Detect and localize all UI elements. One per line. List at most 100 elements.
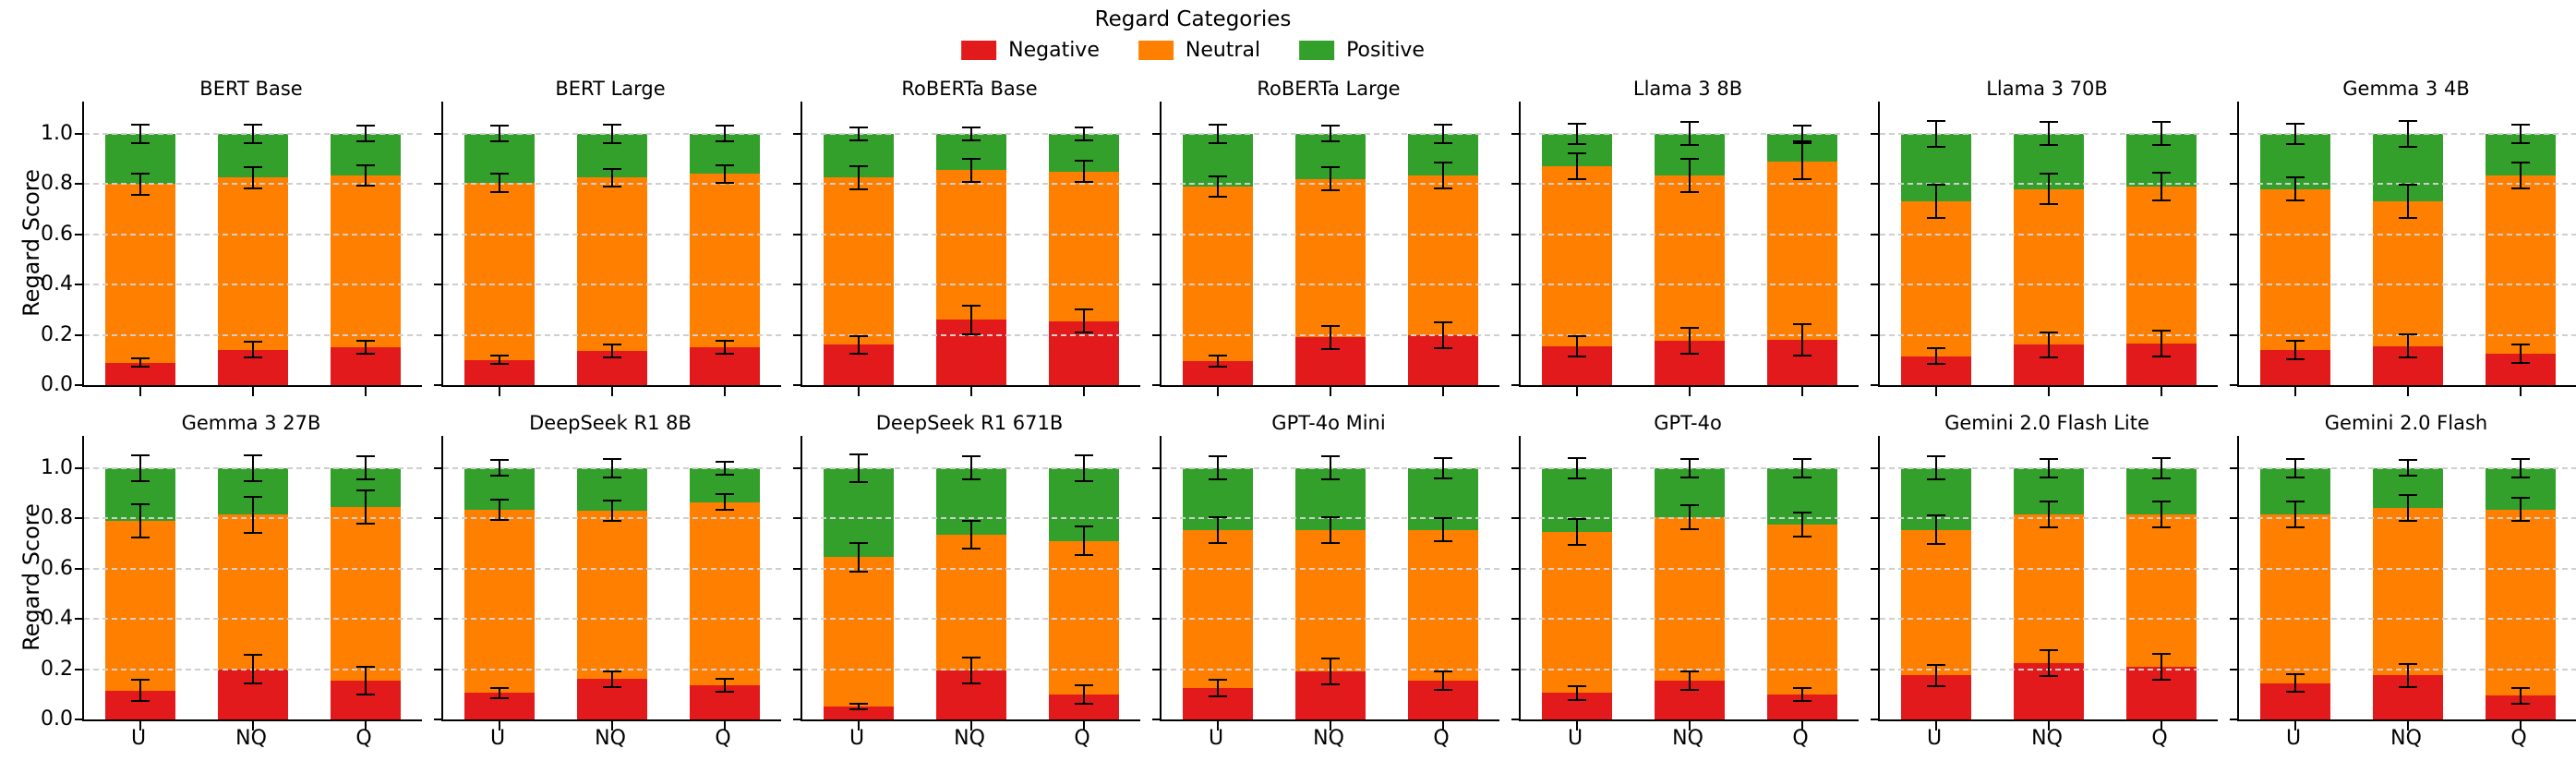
y-tick xyxy=(2230,466,2239,469)
x-tick xyxy=(1083,721,1085,731)
error-bar-stem xyxy=(2160,121,2163,147)
bar-segment-neutral xyxy=(105,184,175,363)
plot-area: 0.0 0.2 0.4 0.6 0.8 1.0 xyxy=(41,436,422,731)
x-tick-label: Q xyxy=(1074,727,1090,750)
y-tick-label: 0.0 xyxy=(41,707,73,731)
error-bar-stem xyxy=(1216,455,1220,481)
error-bar-stem xyxy=(1688,504,1691,530)
error-bar-stem xyxy=(610,123,614,144)
x-tick-label: NQ xyxy=(595,727,626,750)
y-tick xyxy=(75,183,84,186)
error-bar-stem xyxy=(2293,672,2297,694)
error-bar xyxy=(1321,455,1340,481)
error-bar xyxy=(1927,119,1945,148)
error-bar-stem xyxy=(723,163,727,185)
legend-label-neutral: Neutral xyxy=(1185,39,1261,62)
subplot-title: DeepSeek R1 671B xyxy=(875,412,1064,434)
y-tick xyxy=(1511,668,1521,670)
gridline xyxy=(1162,233,1499,236)
y-tick-label: 0.8 xyxy=(41,172,73,196)
error-bar-stem xyxy=(1800,686,1804,702)
error-bar-stem xyxy=(1082,126,1086,142)
y-tick xyxy=(1152,719,1162,720)
error-bar-stem xyxy=(138,173,142,196)
y-tick xyxy=(2230,284,2239,286)
y-tick xyxy=(793,333,802,336)
y-tick-label: 0.8 xyxy=(41,506,73,530)
x-tick xyxy=(1442,387,1444,396)
y-tick xyxy=(75,668,84,670)
error-bar-stem xyxy=(138,453,142,482)
y-tick xyxy=(2230,567,2239,570)
legend: Negative Neutral Positive xyxy=(961,39,1425,62)
subplot-bert-base: BERT Base 0.0 0.2 0.4 0.6 0.8 1.0 Regard Score xyxy=(18,79,422,396)
x-tick xyxy=(1801,721,1803,731)
error-bar xyxy=(244,453,262,482)
error-bar-stem xyxy=(1216,355,1220,368)
gridline xyxy=(2239,284,2576,286)
neutral-swatch-icon xyxy=(1138,41,1174,60)
y-tick xyxy=(1511,618,1521,621)
x-tick xyxy=(858,721,860,731)
subplot-row-1: BERT Base 0.0 0.2 0.4 0.6 0.8 1.0 Regard Score B… xyxy=(0,78,2576,396)
error-bar xyxy=(1209,679,1227,697)
y-tick xyxy=(1152,183,1162,186)
error-bar-stem xyxy=(1800,323,1804,356)
y-tick xyxy=(2230,719,2239,720)
error-bar xyxy=(131,502,150,539)
error-bar xyxy=(2399,333,2417,359)
error-bar-stem xyxy=(138,679,142,702)
y-tick xyxy=(1511,567,1521,570)
subplot-title: Gemma 3 4B xyxy=(2342,78,2470,100)
y-tick xyxy=(1511,466,1521,469)
error-bar-stem xyxy=(610,499,614,523)
y-tick xyxy=(1152,233,1162,236)
y-tick xyxy=(434,384,443,386)
error-bar xyxy=(962,304,981,335)
error-bar-stem xyxy=(857,542,861,573)
y-tick xyxy=(2230,233,2239,236)
x-tick xyxy=(252,387,254,396)
y-tick xyxy=(434,466,443,469)
error-bar-stem xyxy=(498,459,501,477)
error-bar xyxy=(131,173,150,197)
error-bar-stem xyxy=(251,495,255,534)
error-bar xyxy=(1680,457,1699,478)
error-bar xyxy=(1209,175,1227,199)
y-tick xyxy=(1152,668,1162,670)
error-bar-stem xyxy=(1329,125,1332,143)
error-bar-stem xyxy=(1575,334,1579,358)
y-tick xyxy=(434,233,443,236)
error-bar-stem xyxy=(1441,516,1445,543)
plot-area: 0.0 0.2 0.4 0.6 0.8 1.0 xyxy=(41,102,422,396)
bar-segment-neutral xyxy=(577,177,647,352)
error-bar xyxy=(1075,453,1093,482)
legend-item-neutral: Neutral xyxy=(1138,39,1260,62)
error-bar xyxy=(716,493,734,512)
bar-segment-neutral xyxy=(331,175,401,348)
y-tick xyxy=(1871,233,1880,236)
x-tick xyxy=(611,721,613,731)
error-bar xyxy=(1793,512,1812,538)
x-tick xyxy=(2294,387,2296,396)
error-bar-stem xyxy=(2047,648,2051,677)
x-tick-labels: U NQ Q xyxy=(800,721,1138,753)
x-tick-labels: U NQ Q xyxy=(2237,721,2575,753)
x-tick xyxy=(2048,721,2050,731)
gridline xyxy=(1521,567,1859,570)
error-bar-stem xyxy=(2293,176,2297,202)
gridline xyxy=(1880,618,2218,621)
x-tick xyxy=(970,721,972,731)
plot-area xyxy=(2230,436,2576,731)
error-bar xyxy=(1793,686,1812,703)
gridline xyxy=(802,284,1140,286)
bar-segment-neutral xyxy=(218,514,288,670)
gridline xyxy=(1162,567,1499,570)
error-bar xyxy=(2040,457,2058,478)
error-bar-stem xyxy=(138,123,142,144)
y-tick xyxy=(434,668,443,670)
error-bar-stem xyxy=(1688,121,1691,147)
legend-label-positive: Positive xyxy=(1346,39,1425,62)
x-tick-label: NQ xyxy=(954,727,985,750)
error-bar-stem xyxy=(857,126,861,142)
